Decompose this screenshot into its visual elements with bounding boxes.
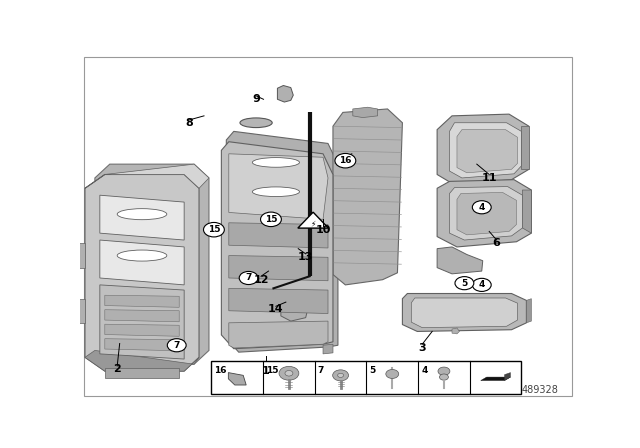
Polygon shape — [481, 377, 511, 380]
Polygon shape — [105, 368, 179, 378]
Text: 15: 15 — [265, 215, 277, 224]
Circle shape — [167, 339, 186, 352]
Polygon shape — [527, 299, 531, 323]
Circle shape — [285, 370, 293, 376]
Polygon shape — [437, 114, 529, 185]
Circle shape — [260, 212, 282, 227]
Bar — [211, 361, 522, 393]
Polygon shape — [227, 131, 338, 352]
Polygon shape — [457, 193, 516, 235]
Polygon shape — [75, 299, 85, 323]
Polygon shape — [229, 289, 328, 314]
Polygon shape — [105, 324, 179, 336]
Polygon shape — [412, 298, 518, 327]
Circle shape — [455, 276, 474, 290]
Polygon shape — [449, 123, 522, 178]
Polygon shape — [105, 339, 179, 351]
Text: 15: 15 — [207, 225, 220, 234]
Text: 16: 16 — [214, 366, 227, 375]
Text: 3: 3 — [419, 343, 426, 353]
Polygon shape — [100, 240, 184, 285]
Ellipse shape — [240, 118, 272, 128]
Text: 4: 4 — [479, 280, 485, 289]
Ellipse shape — [252, 158, 300, 167]
Polygon shape — [403, 293, 527, 332]
Circle shape — [279, 366, 299, 380]
Circle shape — [438, 367, 450, 375]
Polygon shape — [229, 154, 328, 220]
Text: ⚡: ⚡ — [310, 219, 316, 228]
Circle shape — [333, 370, 349, 381]
Polygon shape — [75, 244, 85, 267]
Text: 489328: 489328 — [522, 385, 559, 395]
Polygon shape — [522, 190, 531, 233]
Polygon shape — [221, 142, 333, 349]
Circle shape — [239, 271, 258, 284]
Polygon shape — [522, 126, 529, 169]
Polygon shape — [452, 328, 460, 334]
Text: 10: 10 — [316, 225, 331, 235]
Circle shape — [472, 278, 491, 292]
Polygon shape — [437, 247, 483, 274]
Text: 4: 4 — [479, 203, 485, 212]
Polygon shape — [229, 223, 328, 248]
Ellipse shape — [117, 209, 167, 220]
Text: 7: 7 — [173, 341, 180, 350]
Text: 6: 6 — [493, 238, 500, 249]
Circle shape — [335, 154, 356, 168]
Text: 5: 5 — [461, 279, 468, 288]
Polygon shape — [333, 109, 403, 285]
Text: 7: 7 — [246, 273, 252, 283]
Circle shape — [386, 370, 399, 379]
Text: 12: 12 — [253, 275, 269, 285]
Text: 4: 4 — [421, 366, 428, 375]
Polygon shape — [228, 373, 246, 385]
Ellipse shape — [252, 187, 300, 197]
Ellipse shape — [117, 250, 167, 261]
Polygon shape — [229, 321, 328, 348]
Polygon shape — [277, 86, 293, 102]
Polygon shape — [85, 174, 199, 371]
Circle shape — [472, 201, 491, 214]
Polygon shape — [449, 186, 522, 240]
Polygon shape — [100, 195, 184, 240]
Polygon shape — [229, 255, 328, 281]
Text: 9: 9 — [252, 94, 260, 103]
Polygon shape — [95, 164, 209, 364]
Text: 15: 15 — [266, 366, 278, 375]
Text: 5: 5 — [369, 366, 376, 375]
Text: 8: 8 — [185, 118, 193, 128]
Polygon shape — [100, 285, 184, 359]
Polygon shape — [437, 180, 531, 247]
Polygon shape — [105, 295, 179, 307]
Text: 11: 11 — [481, 173, 497, 183]
Circle shape — [204, 223, 225, 237]
Polygon shape — [85, 164, 209, 188]
Text: 7: 7 — [317, 366, 324, 375]
Text: 13: 13 — [298, 252, 314, 262]
Polygon shape — [105, 310, 179, 322]
Circle shape — [440, 374, 449, 380]
Polygon shape — [504, 373, 511, 380]
Polygon shape — [323, 344, 333, 354]
Polygon shape — [85, 350, 199, 371]
Polygon shape — [298, 212, 328, 228]
Text: 1: 1 — [262, 366, 270, 376]
Text: 16: 16 — [339, 156, 351, 165]
Polygon shape — [281, 292, 308, 321]
Circle shape — [338, 373, 344, 377]
Polygon shape — [353, 107, 378, 117]
Polygon shape — [457, 129, 518, 173]
Text: 2: 2 — [113, 364, 121, 375]
Text: 14: 14 — [268, 304, 284, 314]
